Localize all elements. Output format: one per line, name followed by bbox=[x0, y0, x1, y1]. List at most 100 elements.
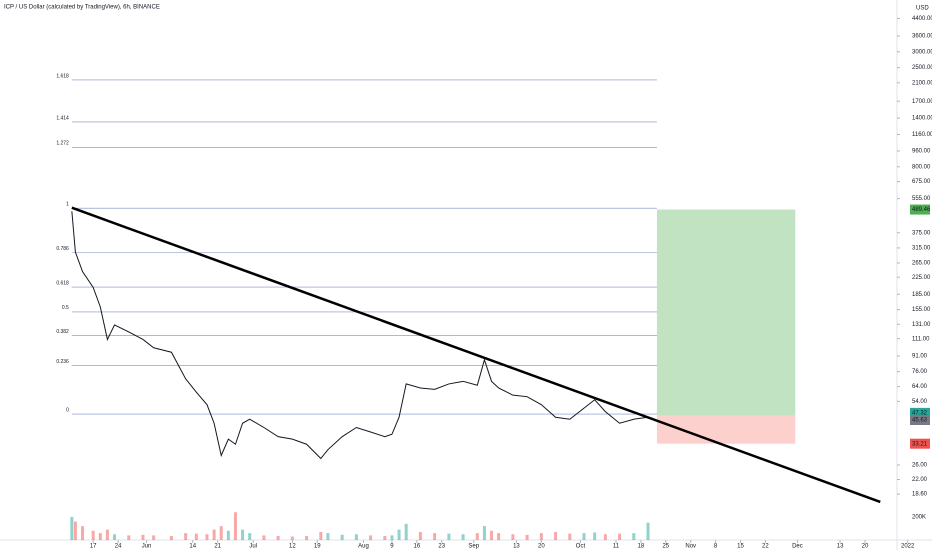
y-tick-label: 185.00 bbox=[912, 292, 931, 298]
fib-label: 0.786 bbox=[56, 246, 69, 252]
chart-title: ICP / US Dollar (calculated by TradingVi… bbox=[4, 5, 160, 11]
y-tick-label: 2100.00 bbox=[912, 80, 932, 86]
x-tick-label: 23 bbox=[438, 544, 445, 550]
y-tick-label: 960.00 bbox=[912, 149, 931, 155]
y-tick-label: 225.00 bbox=[912, 275, 931, 281]
y-tick-label: 18.60 bbox=[912, 492, 928, 498]
volume-bar bbox=[169, 535, 173, 540]
volume-bar bbox=[81, 526, 85, 540]
y-tick-label: 555.00 bbox=[912, 196, 931, 202]
volume-bar bbox=[447, 533, 451, 540]
price-line bbox=[71, 211, 649, 460]
x-tick-label: 14 bbox=[189, 544, 196, 550]
x-tick-label: 13 bbox=[837, 544, 844, 550]
volume-bar bbox=[554, 531, 558, 540]
volume-bar bbox=[305, 535, 309, 540]
volume-bar bbox=[73, 521, 77, 540]
x-tick-label: 8 bbox=[714, 544, 718, 550]
x-tick-label: 11 bbox=[613, 544, 620, 550]
y-tick-label: 3600.00 bbox=[912, 34, 932, 40]
y-tick-label: 64.00 bbox=[912, 384, 928, 390]
fib-label: 1.414 bbox=[56, 115, 69, 121]
volume-bar bbox=[184, 533, 188, 540]
volume-bar bbox=[113, 534, 117, 540]
volume-bar bbox=[233, 512, 237, 540]
volume-bar bbox=[568, 533, 572, 540]
x-tick-label: Jul bbox=[249, 544, 257, 550]
volume-bar bbox=[404, 523, 408, 540]
y-tick-label: 26.00 bbox=[912, 463, 928, 469]
volume-bar bbox=[141, 534, 145, 540]
volume-bar bbox=[91, 530, 95, 540]
x-tick-label: Dec bbox=[792, 544, 803, 550]
y-tick-label: 265.00 bbox=[912, 261, 931, 267]
y-tick-label: 675.00 bbox=[912, 179, 931, 185]
fib-label: 0.618 bbox=[56, 280, 69, 286]
fib-label: 1.272 bbox=[56, 141, 69, 147]
y-tick-label: 76.00 bbox=[912, 369, 928, 375]
price-label-box bbox=[910, 415, 930, 426]
x-tick-label: 24 bbox=[115, 544, 122, 550]
volume-bar bbox=[194, 533, 198, 540]
volume-bar bbox=[525, 534, 529, 540]
target-zone bbox=[656, 209, 796, 416]
y-tick-label: 2500.00 bbox=[912, 65, 932, 71]
y-tick-label: 111.00 bbox=[912, 336, 930, 342]
volume-bar bbox=[482, 526, 486, 540]
volume-bar bbox=[340, 534, 344, 540]
fib-label: 1.618 bbox=[56, 73, 69, 79]
volume-bar bbox=[461, 534, 465, 540]
x-tick-label: Oct bbox=[576, 544, 586, 550]
y-tick-label: 91.00 bbox=[912, 354, 928, 360]
y-tick-label: 375.00 bbox=[912, 230, 931, 236]
trend-line bbox=[71, 206, 881, 504]
volume-bar bbox=[593, 532, 597, 540]
x-tick-label: 12 bbox=[289, 544, 296, 550]
price-label-box bbox=[910, 438, 930, 449]
volume-bar bbox=[490, 530, 494, 540]
x-tick-label: 17 bbox=[90, 544, 97, 550]
volume-bar bbox=[205, 534, 209, 540]
x-tick-label: 20 bbox=[862, 544, 869, 550]
x-tick-label: 20 bbox=[538, 544, 545, 550]
volume-bar bbox=[241, 529, 245, 540]
price-label: 489.46 bbox=[912, 207, 931, 213]
x-tick-label: 15 bbox=[737, 544, 744, 550]
volume-bar bbox=[276, 535, 280, 540]
price-label: 47.32 bbox=[912, 410, 928, 416]
fib-label: 0.5 bbox=[62, 305, 69, 311]
volume-bar bbox=[326, 533, 330, 540]
y-tick-label: 1160.00 bbox=[912, 132, 932, 138]
x-tick-label: Nov bbox=[685, 544, 696, 550]
y-tick-label: 1700.00 bbox=[912, 99, 932, 105]
volume-bar bbox=[127, 535, 131, 540]
currency: USD bbox=[916, 6, 929, 12]
y-tick-label: 315.00 bbox=[912, 245, 931, 251]
volume-bar bbox=[290, 536, 294, 540]
volume-bar bbox=[248, 533, 252, 540]
y-tick-label: 800.00 bbox=[912, 164, 931, 170]
price-label-box bbox=[910, 204, 930, 215]
y-tick-label: 1400.00 bbox=[912, 116, 932, 122]
x-tick-label: 18 bbox=[638, 544, 645, 550]
volume-bar bbox=[70, 516, 74, 540]
y-tick-label: 22.00 bbox=[912, 477, 928, 483]
volume-bar bbox=[603, 534, 607, 540]
volume-bar bbox=[152, 535, 156, 540]
volume-bar bbox=[646, 522, 650, 540]
price-label-box bbox=[910, 407, 930, 418]
volume-bar bbox=[105, 529, 109, 540]
x-tick-label: 13 bbox=[513, 544, 520, 550]
x-tick-label: 22 bbox=[762, 544, 769, 550]
volume-bar bbox=[390, 535, 394, 540]
volume-bar bbox=[219, 526, 223, 540]
x-tick-label: 2022 bbox=[901, 544, 915, 550]
x-tick-label: 9 bbox=[390, 544, 394, 550]
volume-bar bbox=[511, 534, 515, 540]
y-tick-label: 131.00 bbox=[912, 322, 931, 328]
x-tick-label: Aug bbox=[358, 544, 369, 550]
fib-label: 0 bbox=[66, 407, 69, 413]
x-tick-label: Sep bbox=[468, 544, 479, 550]
